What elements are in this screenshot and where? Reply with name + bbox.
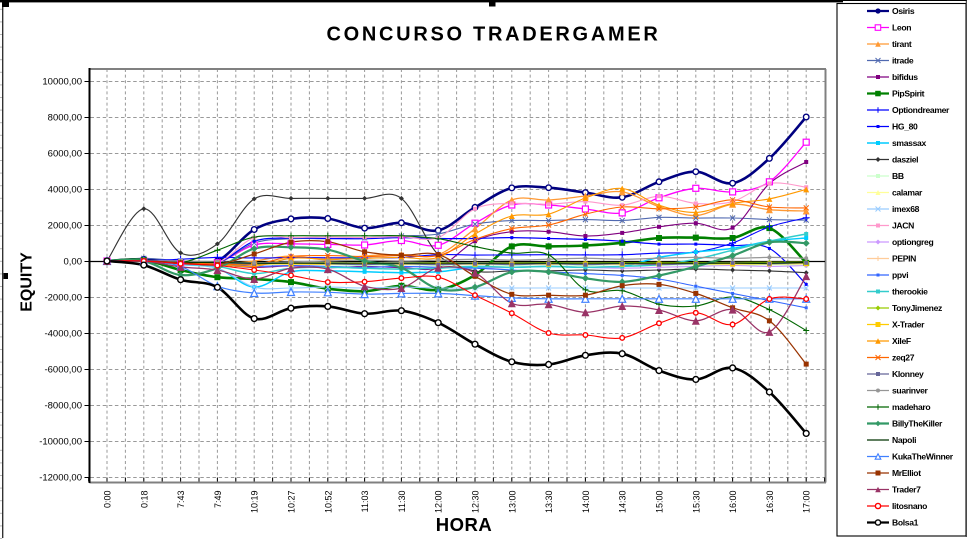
svg-text:10000,00: 10000,00	[42, 77, 82, 88]
svg-text:imex68: imex68	[892, 204, 920, 214]
svg-text:MrElliot: MrElliot	[892, 468, 921, 478]
svg-text:HG_80: HG_80	[892, 122, 918, 132]
svg-text:11:30: 11:30	[397, 491, 407, 513]
svg-text:Osiris: Osiris	[892, 6, 915, 16]
svg-text:JACN: JACN	[892, 221, 914, 231]
svg-text:12:00: 12:00	[434, 491, 444, 514]
svg-text:BillyTheKiller: BillyTheKiller	[892, 419, 943, 429]
svg-text:0:00: 0:00	[103, 491, 113, 509]
svg-text:Klonney: Klonney	[892, 369, 924, 379]
svg-text:15:00: 15:00	[655, 491, 665, 514]
svg-text:16:00: 16:00	[728, 491, 738, 514]
svg-text:suarinver: suarinver	[892, 386, 929, 396]
svg-text:0,00: 0,00	[64, 257, 83, 268]
svg-text:14:00: 14:00	[581, 491, 591, 514]
svg-text:8000,00: 8000,00	[48, 113, 82, 124]
svg-text:Bolsa1: Bolsa1	[892, 518, 919, 528]
svg-text:smassax: smassax	[892, 138, 926, 148]
svg-text:optiongreg: optiongreg	[892, 237, 933, 247]
svg-text:madeharo: madeharo	[892, 402, 930, 412]
svg-text:PipSpirit: PipSpirit	[892, 89, 925, 99]
svg-text:BB: BB	[892, 171, 904, 181]
svg-text:12:30: 12:30	[471, 491, 481, 514]
svg-text:calamar: calamar	[892, 188, 923, 198]
svg-text:therookie: therookie	[892, 287, 928, 297]
svg-text:6000,00: 6000,00	[48, 149, 82, 160]
svg-text:13:30: 13:30	[544, 491, 554, 514]
svg-text:bifidus: bifidus	[892, 72, 918, 82]
svg-text:Optiondreamer: Optiondreamer	[892, 105, 950, 115]
svg-text:-8000,00: -8000,00	[44, 401, 82, 412]
svg-text:17:00: 17:00	[802, 491, 812, 514]
svg-text:10:27: 10:27	[287, 491, 297, 514]
svg-text:11:03: 11:03	[360, 491, 370, 513]
svg-text:CONCURSO TRADERGAMER: CONCURSO TRADERGAMER	[327, 24, 661, 46]
svg-text:litosnano: litosnano	[892, 501, 927, 511]
svg-text:14:30: 14:30	[618, 491, 628, 514]
svg-text:itrade: itrade	[892, 56, 914, 66]
svg-text:-12000,00: -12000,00	[39, 473, 82, 484]
svg-text:10:52: 10:52	[323, 491, 333, 514]
svg-text:13:00: 13:00	[507, 491, 517, 514]
svg-text:4000,00: 4000,00	[48, 185, 82, 196]
svg-text:-6000,00: -6000,00	[44, 365, 82, 376]
svg-text:KukaTheWinner: KukaTheWinner	[892, 452, 954, 462]
svg-text:Leon: Leon	[892, 23, 911, 33]
svg-text:16:30: 16:30	[765, 491, 775, 514]
svg-text:-2000,00: -2000,00	[44, 293, 82, 304]
svg-text:0:18: 0:18	[139, 491, 149, 509]
svg-text:zeq27: zeq27	[892, 353, 915, 363]
svg-text:-10000,00: -10000,00	[39, 437, 82, 448]
svg-text:dasziel: dasziel	[892, 155, 918, 165]
svg-text:2000,00: 2000,00	[48, 221, 82, 232]
svg-text:10:19: 10:19	[250, 491, 260, 514]
svg-text:7:43: 7:43	[176, 491, 186, 509]
svg-text:X-Trader: X-Trader	[892, 320, 925, 330]
svg-text:-4000,00: -4000,00	[44, 329, 82, 340]
svg-text:tirant: tirant	[892, 39, 912, 49]
svg-text:HORA: HORA	[436, 514, 492, 535]
svg-text:15:30: 15:30	[691, 491, 701, 514]
svg-text:ppvi: ppvi	[892, 270, 908, 280]
svg-text:Napoli: Napoli	[892, 435, 916, 445]
svg-text:EQUITY: EQUITY	[19, 252, 36, 312]
svg-text:PEPIN: PEPIN	[892, 254, 916, 264]
svg-text:XileF: XileF	[892, 336, 911, 346]
svg-text:7:49: 7:49	[213, 491, 223, 509]
svg-text:TonyJimenez: TonyJimenez	[892, 303, 942, 313]
svg-text:Trader7: Trader7	[892, 485, 921, 495]
